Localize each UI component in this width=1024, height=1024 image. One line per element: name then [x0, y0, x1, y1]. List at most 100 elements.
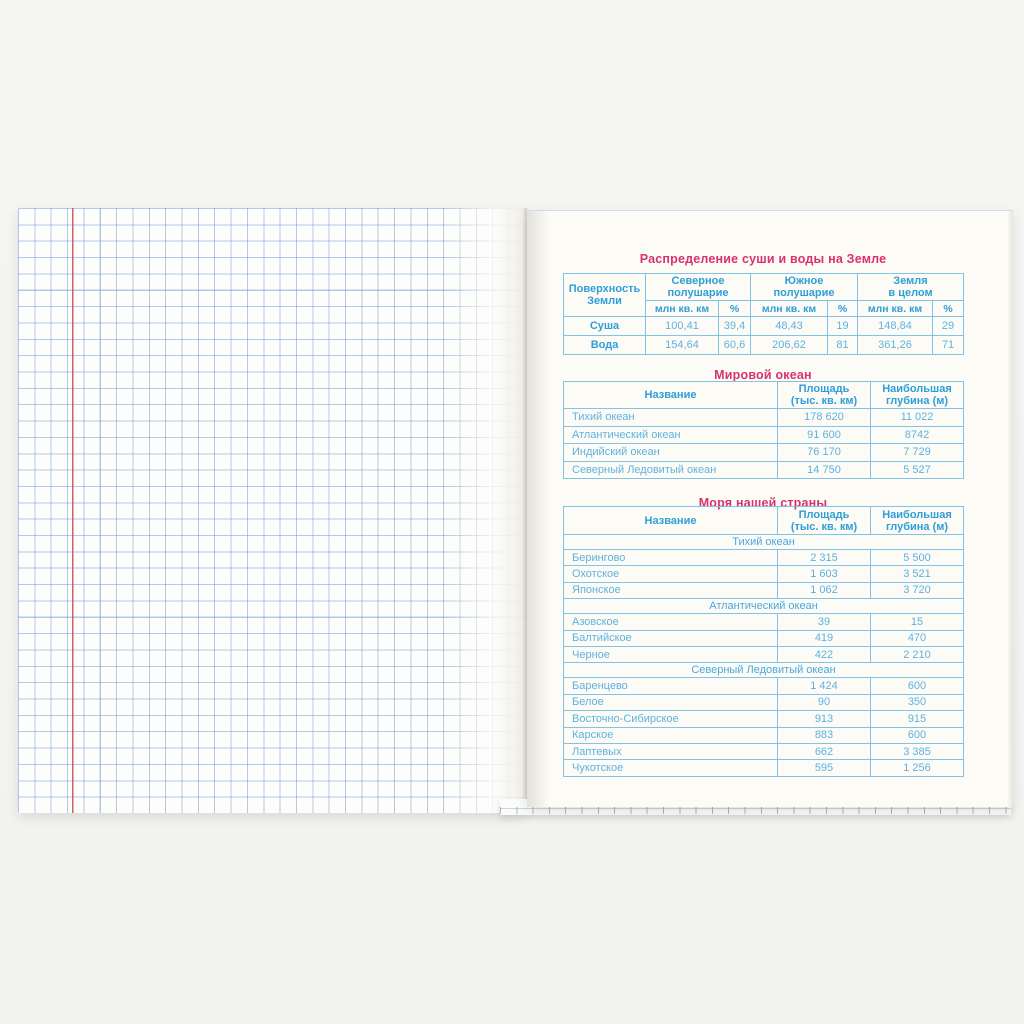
header-area: Площадь (тыс. кв. км)	[777, 381, 871, 409]
table-cell: Атлантический океан	[563, 425, 778, 444]
land-water-table: Поверхность Земли Северное полушарие Южн…	[563, 273, 965, 355]
table-cell: Японское	[563, 581, 778, 600]
header-north-hemisphere: Северное полушарие	[645, 273, 751, 301]
header-depth: Наибольшая глубина (м)	[870, 506, 964, 535]
table-cell: 5 500	[870, 548, 964, 567]
seas-tbody: Тихий океан Берингово 2 315 5 500 Охотское 1 …	[563, 534, 964, 777]
table-cell: 350	[870, 693, 964, 712]
table-cell: 915	[870, 710, 964, 728]
table-header-row: Поверхность Земли Северное полушарие Южн…	[563, 273, 965, 317]
table-row: Восточно-Сибирское 913 915	[563, 710, 964, 728]
table-cell: Балтийское	[563, 629, 778, 647]
unit-area: млн кв. км	[645, 300, 719, 317]
table-cell: 2 315	[777, 548, 871, 567]
unit-percent: %	[827, 300, 858, 317]
table-cell: 100,41	[645, 316, 719, 336]
table-cell: 419	[777, 629, 871, 647]
table-row: Баренцево 1 424 600	[563, 677, 964, 695]
table-cell: Черное	[563, 645, 778, 664]
table-cell: Суша	[563, 316, 646, 336]
table-cell: Тихий океан	[563, 408, 778, 427]
table-cell: 3 521	[870, 565, 964, 583]
table-row: Черное 422 2 210	[563, 645, 964, 664]
table-cell: 3 720	[870, 581, 964, 600]
table-cell: 600	[870, 726, 964, 744]
unit-percent: %	[718, 300, 751, 317]
table-cell: 600	[870, 677, 964, 695]
header-earth-whole: Земля в целом	[856, 273, 965, 301]
table-cell: 206,62	[750, 335, 828, 355]
header-name: Название	[563, 506, 778, 535]
table-row: Суша 100,41 39,4 48,43 19 148,84 29	[563, 316, 965, 336]
table-cell: 76 170	[777, 443, 871, 462]
table-cell: Берингово	[563, 548, 778, 567]
table-cell: Индийский океан	[563, 443, 778, 462]
land-water-tbody: Суша 100,41 39,4 48,43 19 148,84 29 Вода 154,64 6…	[563, 316, 965, 355]
table-row: Тихий океан	[563, 534, 964, 550]
table-row: Северный Ледовитый океан 14 750 5 527	[563, 460, 964, 479]
table-cell: Азовское	[563, 613, 778, 631]
table-cell: Восточно-Сибирское	[563, 710, 778, 728]
table-cell: Вода	[563, 335, 646, 355]
world-ocean-table-title: Мировой океан	[714, 368, 812, 382]
table-cell: 1 603	[777, 565, 871, 583]
table-cell: 71	[931, 335, 965, 355]
table-row: Вода 154,64 60,6 206,62 81 361,26 71	[563, 335, 965, 355]
printed-tables-area: Распределение суши и воды на Земле Повер…	[563, 211, 965, 807]
ocean-section-header: Тихий океан	[563, 534, 964, 550]
table-cell: 91 600	[777, 425, 871, 444]
table-cell: Баренцево	[563, 677, 778, 695]
table-cell: 48,43	[750, 316, 828, 336]
table-cell: 1 256	[870, 759, 964, 777]
unit-percent: %	[931, 300, 965, 317]
table-row: Лаптевых 662 3 385	[563, 742, 964, 761]
header-name: Название	[563, 381, 778, 409]
header-depth: Наибольшая глубина (м)	[870, 381, 964, 409]
unit-area: млн кв. км	[750, 300, 828, 317]
right-reference-page: Распределение суши и воды на Земле Повер…	[527, 210, 1013, 807]
table-row: Азовское 39 15	[563, 613, 964, 631]
table-row: Индийский океан 76 170 7 729	[563, 443, 964, 462]
table-unit-row: млн кв. км % млн кв. км % млн кв. км %	[564, 300, 965, 317]
table-cell: 19	[827, 316, 858, 336]
land-water-table-title: Распределение суши и воды на Земле	[639, 252, 887, 266]
table-cell: Белое	[563, 693, 778, 712]
table-cell: 7 729	[870, 443, 964, 462]
table-cell: 154,64	[645, 335, 719, 355]
table-cell: 11 022	[870, 408, 964, 427]
table-cell: 1 424	[777, 677, 871, 695]
table-row: Берингово 2 315 5 500	[563, 548, 964, 567]
table-cell: 3 385	[870, 742, 964, 761]
table-cell: 178 620	[777, 408, 871, 427]
table-row: Японское 1 062 3 720	[563, 581, 964, 600]
table-row: Атлантический океан	[563, 598, 964, 615]
table-row: Охотское 1 603 3 521	[563, 565, 964, 583]
table-cell: Северный Ледовитый океан	[563, 460, 778, 479]
table-cell: 2 210	[870, 645, 964, 664]
table-cell: 29	[931, 316, 965, 336]
table-cell: 60,6	[718, 335, 751, 355]
table-cell: 90	[777, 693, 871, 712]
table-cell: 361,26	[857, 335, 933, 355]
table-cell: Карское	[563, 726, 778, 744]
table-row: Белое 90 350	[563, 693, 964, 712]
table-cell: Охотское	[563, 565, 778, 583]
left-grid-page	[18, 208, 527, 813]
table-cell: 1 062	[777, 581, 871, 600]
table-row: Карское 883 600	[563, 726, 964, 744]
world-ocean-table: Название Площадь (тыс. кв. км) Наибольша…	[563, 381, 964, 479]
table-row: Балтийское 419 470	[563, 629, 964, 647]
table-cell: 470	[870, 629, 964, 647]
table-row: Северный Ледовитый океан	[563, 662, 964, 679]
table-cell: 422	[777, 645, 871, 664]
table-cell: 8742	[870, 425, 964, 444]
ocean-section-header: Атлантический океан	[563, 598, 964, 615]
world-ocean-tbody: Тихий океан 178 620 11 022 Атлантический ок…	[563, 408, 964, 479]
table-row: Чукотское 595 1 256	[563, 759, 964, 777]
table-cell: 883	[777, 726, 871, 744]
unit-area: млн кв. км	[857, 300, 933, 317]
table-row: Тихий океан 178 620 11 022	[563, 408, 964, 427]
ocean-section-header: Северный Ледовитый океан	[563, 662, 964, 679]
table-cell: 14 750	[777, 460, 871, 479]
